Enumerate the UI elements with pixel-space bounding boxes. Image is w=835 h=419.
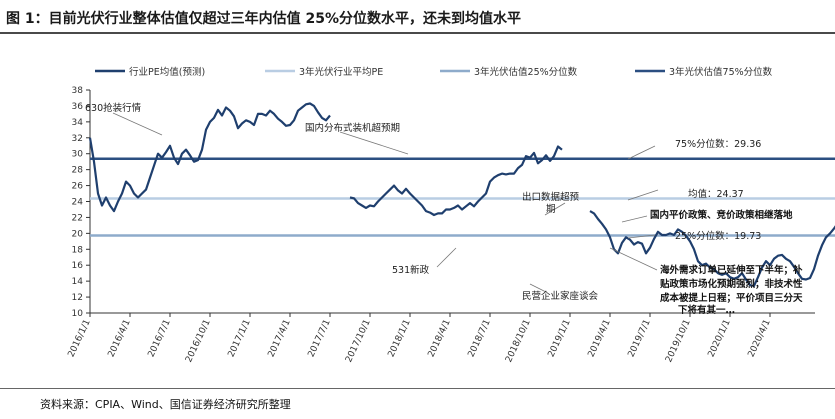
figure-title: 图 1：目前光伏行业整体估值仅超过三年内估值 25%分位数水平，还未到均值水平 <box>6 11 521 27</box>
y-tick-label: 28 <box>72 166 84 176</box>
annotation-distributed: 国内分布式装机超预期 <box>305 122 400 134</box>
leader-630 <box>112 112 163 136</box>
annotation-p75: 75%分位数：29.36 <box>675 138 761 150</box>
leader-p75 <box>627 145 656 160</box>
y-tick-label: 18 <box>72 245 84 255</box>
x-tick-label: 2017/1/1 <box>227 318 253 359</box>
legend-label-mean: 3年光伏行业平均PE <box>299 66 383 78</box>
annotation-overseas-4: 下将有其一… <box>678 304 735 316</box>
annotation-mean: 均值：24.37 <box>688 188 744 200</box>
annotation-leaders <box>112 112 659 293</box>
x-tick-label: 2016/1/1 <box>67 318 93 359</box>
x-tick-label: 2019/1/1 <box>547 318 573 359</box>
y-tick-label: 34 <box>72 118 84 128</box>
y-tick-label: 12 <box>72 293 83 303</box>
pe-series <box>88 102 835 287</box>
title-divider <box>0 32 835 34</box>
leader-private <box>529 283 547 293</box>
x-ticks: 2016/1/1 2016/4/1 2016/7/1 2016/10/1 2017/1/… <box>67 313 773 364</box>
x-tick-label: 2019/7/1 <box>627 318 653 359</box>
legend-label-p25: 3年光伏估值25%分位数 <box>474 66 578 78</box>
x-tick-label: 2017/10/1 <box>344 318 373 364</box>
y-tick-label: 38 <box>72 86 84 96</box>
y-ticks: 10 12 14 16 18 20 22 24 26 28 30 32 34 36 38 <box>72 86 90 319</box>
y-tick-label: 16 <box>72 261 84 271</box>
annotation-630: 630抢装行情 <box>85 102 142 114</box>
annotation-private: 民营企业家座谈会 <box>522 290 599 302</box>
annotation-export-1: 出口数据超预 <box>522 191 580 203</box>
y-tick-label: 14 <box>72 277 84 287</box>
leader-mean <box>627 189 659 201</box>
leader-overseas <box>609 247 658 271</box>
annotations: 630抢装行情 国内分布式装机超预期 75%分位数：29.36 出口数据超预 期… <box>85 102 803 316</box>
y-tick-label: 10 <box>72 309 84 319</box>
y-tick-label: 22 <box>72 213 83 223</box>
x-tick-label: 2019/4/1 <box>587 318 613 359</box>
y-tick-label: 32 <box>72 134 83 144</box>
x-tick-label: 2017/4/1 <box>267 318 293 359</box>
y-tick-label: 30 <box>72 150 84 160</box>
pe-series-segment-1 <box>88 102 331 213</box>
y-tick-label: 26 <box>72 182 84 192</box>
x-tick-label: 2019/10/1 <box>664 318 693 364</box>
leader-531 <box>436 247 457 268</box>
x-tick-label: 2016/10/1 <box>184 318 213 364</box>
annotation-531: 531新政 <box>392 264 430 276</box>
annotation-overseas-2: 贴政策市场化预期强烈；非技术性 <box>659 278 803 290</box>
leader-policy <box>621 215 648 223</box>
annotation-p25: 25%分位数：19.73 <box>675 230 761 242</box>
legend-label-p75: 3年光伏估值75%分位数 <box>669 66 773 78</box>
source-note: 资料来源：CPIA、Wind、国信证券经济研究所整理 <box>40 398 291 411</box>
annotation-export-2: 期 <box>546 204 556 215</box>
y-tick-label: 20 <box>72 229 84 239</box>
annotation-overseas-1: 海外需求订单已延伸至下半年；补 <box>660 264 803 276</box>
source-divider <box>0 388 835 389</box>
x-tick-label: 2016/4/1 <box>107 318 133 359</box>
pe-series-segment-2 <box>349 145 563 217</box>
leader-export <box>544 202 566 216</box>
leader-distributed <box>339 131 409 155</box>
y-tick-label: 36 <box>72 102 84 112</box>
x-tick-label: 2018/4/1 <box>427 318 453 359</box>
legend: 行业PE均值(预测) 3年光伏行业平均PE 3年光伏估值25%分位数 3年光伏估… <box>95 66 773 78</box>
annotation-policy: 国内平价政策、竞价政策相继落地 <box>650 209 793 221</box>
pe-series-segment-3 <box>589 210 835 287</box>
annotation-overseas-3: 成本被提上日程；平价项目三分天 <box>660 292 803 304</box>
x-tick-label: 2016/7/1 <box>147 318 173 359</box>
x-tick-label: 2018/1/1 <box>387 318 413 359</box>
legend-label-pe: 行业PE均值(预测) <box>129 66 205 78</box>
x-tick-label: 2017/7/1 <box>307 318 333 359</box>
x-tick-label: 2018/7/1 <box>467 318 493 359</box>
y-tick-label: 24 <box>72 198 84 208</box>
leader-p25 <box>627 234 656 239</box>
x-tick-label: 2020/4/1 <box>747 318 773 359</box>
x-tick-label: 2018/10/1 <box>504 318 533 364</box>
x-tick-label: 2020/1/1 <box>707 318 733 359</box>
